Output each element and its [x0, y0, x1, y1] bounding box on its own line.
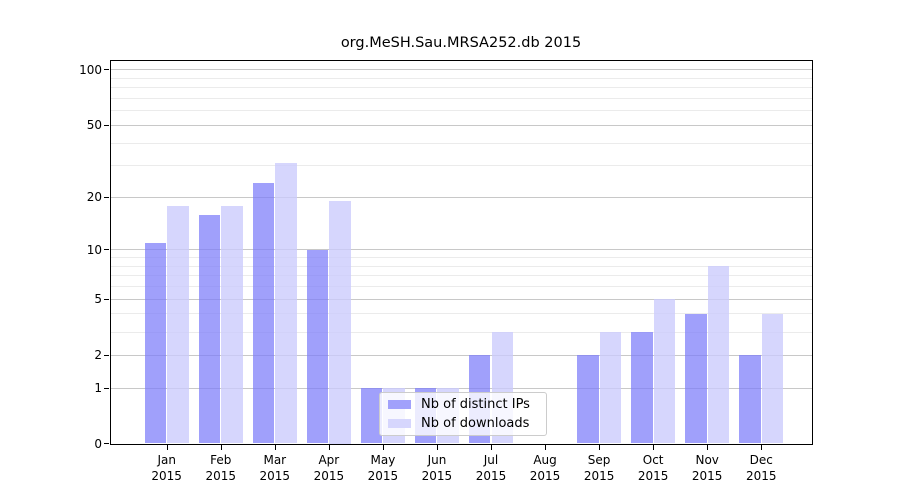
y-tick-label: 1 — [94, 381, 102, 396]
bar-mar-downloads — [275, 163, 297, 444]
bar-nov-distinct-ips — [685, 313, 707, 444]
x-tick-mark — [491, 444, 492, 450]
x-tick-mark — [761, 444, 763, 450]
y-tick-mark — [104, 355, 109, 356]
x-tick-mark — [382, 444, 384, 450]
bar-jan-downloads — [167, 205, 189, 444]
x-tick-label-apr: Apr 2015 — [313, 453, 345, 483]
x-tick-label-may: May 2015 — [367, 453, 399, 483]
bar-oct-downloads — [653, 299, 676, 444]
gridline — [110, 110, 812, 111]
x-tick-label-oct: Oct 2015 — [637, 453, 669, 483]
legend-item-distinct-ips: Nb of distinct IPs — [388, 397, 546, 412]
gridline — [110, 275, 812, 276]
y-tick-label: 50 — [86, 118, 102, 133]
gridline — [110, 165, 812, 166]
gridline — [110, 388, 812, 389]
bar-dec-distinct-ips — [739, 355, 761, 444]
x-tick-mark — [653, 444, 655, 450]
y-tick-label: 0 — [94, 436, 102, 451]
gridline — [110, 332, 812, 333]
x-tick-label-jun: Jun 2015 — [421, 453, 453, 483]
bar-apr-distinct-ips — [306, 249, 329, 444]
y-tick-mark — [104, 388, 109, 389]
y-tick-label: 100 — [79, 62, 102, 77]
gridline — [110, 143, 812, 144]
gridline — [110, 313, 812, 314]
bar-jan-distinct-ips — [144, 242, 167, 444]
bar-may-distinct-ips — [360, 388, 383, 444]
x-tick-label-mar: Mar 2015 — [259, 453, 291, 483]
x-tick-mark — [545, 444, 547, 450]
bar-mar-distinct-ips — [252, 183, 275, 444]
gridline — [110, 87, 812, 88]
gridline — [110, 249, 812, 250]
gridline — [110, 69, 812, 70]
chart-title: org.MeSH.Sau.MRSA252.db 2015 — [340, 35, 582, 51]
x-tick-mark — [599, 444, 601, 450]
x-tick-label-jul: Jul 2015 — [475, 453, 507, 483]
x-tick-label-feb: Feb 2015 — [205, 453, 237, 483]
y-tick-mark — [104, 249, 109, 250]
x-tick-mark — [707, 444, 709, 450]
y-tick-label: 20 — [86, 190, 102, 205]
gridline — [110, 286, 812, 287]
y-tick-mark — [104, 299, 109, 300]
x-tick-label-dec: Dec 2015 — [745, 453, 777, 483]
gridline — [110, 98, 812, 99]
y-tick-mark — [104, 197, 109, 198]
x-tick-label-sep: Sep 2015 — [583, 453, 615, 483]
x-tick-mark — [166, 444, 168, 450]
y-tick-label: 5 — [94, 292, 102, 307]
bar-sep-distinct-ips — [577, 355, 599, 444]
legend-swatch-downloads — [388, 419, 411, 428]
bar-apr-downloads — [329, 201, 351, 444]
bar-sep-downloads — [599, 332, 622, 444]
gridline — [110, 299, 812, 300]
x-tick-label-jan: Jan 2015 — [151, 453, 182, 483]
bar-oct-distinct-ips — [631, 332, 653, 444]
bar-feb-distinct-ips — [198, 214, 221, 444]
x-tick-mark — [274, 444, 276, 450]
y-tick-mark — [104, 443, 109, 444]
y-tick-mark — [104, 69, 109, 70]
legend: Nb of distinct IPs Nb of downloads — [379, 392, 547, 436]
gridline — [110, 197, 812, 198]
legend-item-downloads: Nb of downloads — [388, 416, 546, 431]
x-tick-label-aug: Aug 2015 — [529, 453, 561, 483]
gridline — [110, 266, 812, 267]
x-tick-label-nov: Nov 2015 — [691, 453, 723, 483]
legend-label-distinct-ips: Nb of distinct IPs — [421, 397, 530, 412]
bar-dec-downloads — [761, 313, 784, 444]
x-tick-mark — [220, 444, 222, 450]
y-tick-label: 10 — [86, 242, 102, 257]
y-tick-mark — [104, 125, 109, 126]
gridline — [110, 125, 812, 126]
gridline — [110, 257, 812, 258]
x-tick-mark — [436, 444, 438, 450]
legend-swatch-distinct-ips — [388, 400, 411, 409]
gridline — [110, 78, 812, 79]
y-tick-label: 2 — [94, 348, 102, 363]
legend-label-downloads: Nb of downloads — [421, 416, 530, 431]
bar-feb-downloads — [221, 205, 243, 444]
x-tick-mark — [328, 444, 330, 450]
bar-nov-downloads — [707, 266, 730, 444]
gridline — [110, 355, 812, 356]
